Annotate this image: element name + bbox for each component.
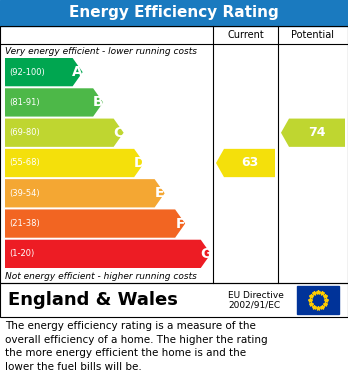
Text: (69-80): (69-80) xyxy=(9,128,40,137)
Text: 74: 74 xyxy=(308,126,326,139)
Text: The energy efficiency rating is a measure of the
overall efficiency of a home. T: The energy efficiency rating is a measur… xyxy=(5,321,268,372)
Bar xyxy=(0,283,348,317)
Text: (1-20): (1-20) xyxy=(9,249,34,258)
Text: A: A xyxy=(72,65,83,79)
Text: B: B xyxy=(93,95,103,109)
Polygon shape xyxy=(5,149,144,177)
Text: E: E xyxy=(155,186,164,200)
Polygon shape xyxy=(5,58,83,86)
Text: (55-68): (55-68) xyxy=(9,158,40,167)
Bar xyxy=(0,0,348,26)
Polygon shape xyxy=(5,118,124,147)
Bar xyxy=(0,26,348,283)
Polygon shape xyxy=(5,179,165,208)
Text: Not energy efficient - higher running costs: Not energy efficient - higher running co… xyxy=(5,272,197,281)
Text: (81-91): (81-91) xyxy=(9,98,40,107)
Polygon shape xyxy=(5,88,103,117)
Polygon shape xyxy=(5,210,185,238)
Text: F: F xyxy=(175,217,185,231)
Polygon shape xyxy=(281,118,345,147)
Bar xyxy=(297,286,339,314)
Text: Energy Efficiency Rating: Energy Efficiency Rating xyxy=(69,5,279,20)
Text: Current: Current xyxy=(227,30,264,40)
Text: (21-38): (21-38) xyxy=(9,219,40,228)
Text: 63: 63 xyxy=(241,156,258,170)
Text: D: D xyxy=(133,156,145,170)
Polygon shape xyxy=(5,240,211,268)
Text: 2002/91/EC: 2002/91/EC xyxy=(228,301,280,310)
Text: (92-100): (92-100) xyxy=(9,68,45,77)
Text: (39-54): (39-54) xyxy=(9,189,40,198)
Polygon shape xyxy=(216,149,275,177)
Text: England & Wales: England & Wales xyxy=(8,291,178,309)
Text: Very energy efficient - lower running costs: Very energy efficient - lower running co… xyxy=(5,47,197,56)
Text: C: C xyxy=(113,126,124,140)
Text: G: G xyxy=(200,247,212,261)
Text: EU Directive: EU Directive xyxy=(228,291,284,300)
Text: Potential: Potential xyxy=(292,30,334,40)
